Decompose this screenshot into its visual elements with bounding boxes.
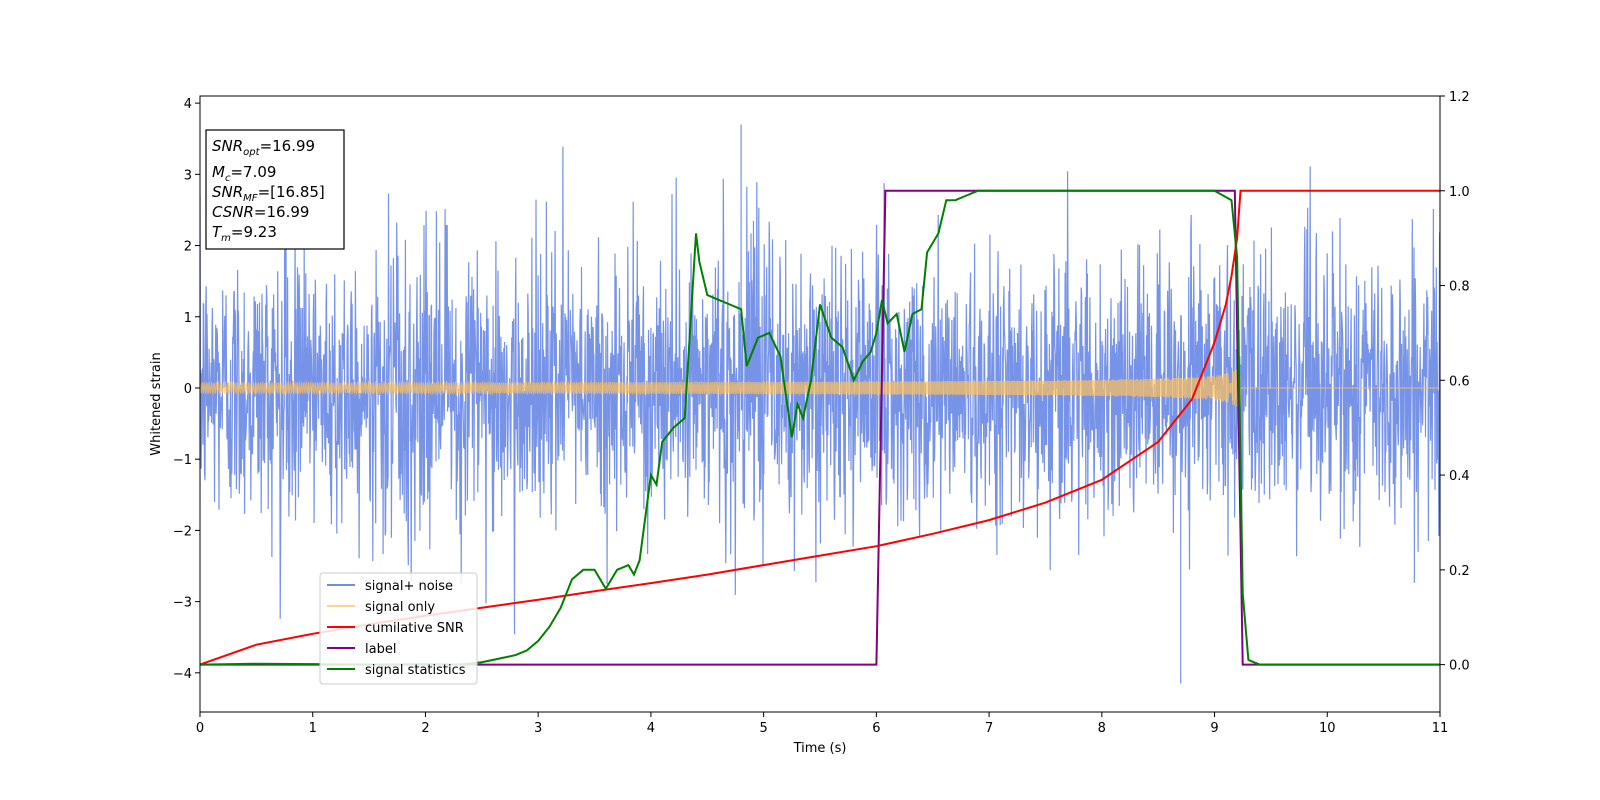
y-tick-label: 0 [184, 382, 192, 397]
series-signal-only [200, 369, 1440, 407]
x-tick-label: 3 [534, 721, 542, 736]
series-signal-statistics [200, 189, 1440, 666]
info-box-frame [205, 129, 345, 250]
y-tick-label: 3 [184, 168, 192, 183]
snr-mf-text: SNRMF=[16.85] [212, 183, 325, 204]
axes-layer: 0 1 2 3 4 5 6 7 8 9 10 11 −4 −3 −2 −1 0 1 2 3 4 0.0 0.2 0.4 0.6 0… [173, 90, 1470, 736]
x-tick-label: 1 [309, 721, 317, 736]
x-axis-label: Time (s) [793, 741, 847, 756]
y2-tick-label: 0.2 [1449, 564, 1470, 579]
legend-label-signal-noise: signal+ noise [365, 579, 453, 594]
y-tick-label: −4 [173, 667, 192, 682]
y2-tick-label: 1.0 [1449, 185, 1470, 200]
x-tick-label: 9 [1210, 721, 1218, 736]
x-tick-label: 10 [1319, 721, 1336, 736]
x-tick-label: 6 [872, 721, 880, 736]
series-signal-noise [200, 124, 1440, 684]
y-tick-label: −1 [173, 453, 192, 468]
legend-frame [319, 572, 478, 685]
x-tick-label: 2 [421, 721, 429, 736]
mc-text: Mc=7.09 [212, 163, 276, 184]
x-tick-label: 7 [985, 721, 993, 736]
x-tick-label: 4 [647, 721, 655, 736]
x-tick-label: 8 [1098, 721, 1106, 736]
legend-label-label: label [365, 642, 396, 657]
legend-label-signal-statistics: signal statistics [365, 663, 466, 678]
mc-value: 7.09 [243, 163, 276, 181]
snr-opt-value: 16.99 [272, 137, 315, 155]
csnr-text: CSNR=16.99 [212, 203, 309, 221]
legend: signal+ noise signal only cumilative SNR… [319, 572, 478, 685]
snr-opt-text: SNRopt=16.99 [212, 137, 315, 158]
x-tick-label: 11 [1432, 721, 1449, 736]
snr-mf-value: [16.85] [270, 183, 325, 201]
info-box: SNRopt=16.99 Mc=7.09 SNRMF=[16.85] CSNR=… [205, 129, 345, 250]
y2-tick-label: 0.6 [1449, 374, 1470, 389]
x-tick-label: 0 [196, 721, 204, 736]
y-axis-label: Whitened strain [149, 352, 164, 455]
y2-tick-label: 1.2 [1449, 90, 1470, 105]
y2-tick-label: 0.0 [1449, 659, 1470, 674]
plot-frame [199, 95, 1441, 713]
y-tick-label: −2 [173, 524, 192, 539]
y-tick-label: 4 [184, 97, 192, 112]
y-tick-label: −3 [173, 596, 192, 611]
csnr-value: 16.99 [267, 203, 310, 221]
tm-text: Tm=9.23 [212, 223, 277, 244]
y2-tick-label: 0.4 [1449, 469, 1470, 484]
legend-label-cumulative-snr: cumilative SNR [365, 621, 464, 636]
tm-value: 9.23 [244, 223, 277, 241]
legend-label-signal-only: signal only [365, 600, 435, 615]
y-tick-label: 1 [184, 311, 192, 326]
y-tick-label: 2 [184, 240, 192, 255]
y2-tick-label: 0.8 [1449, 280, 1470, 295]
x-tick-label: 5 [759, 721, 767, 736]
